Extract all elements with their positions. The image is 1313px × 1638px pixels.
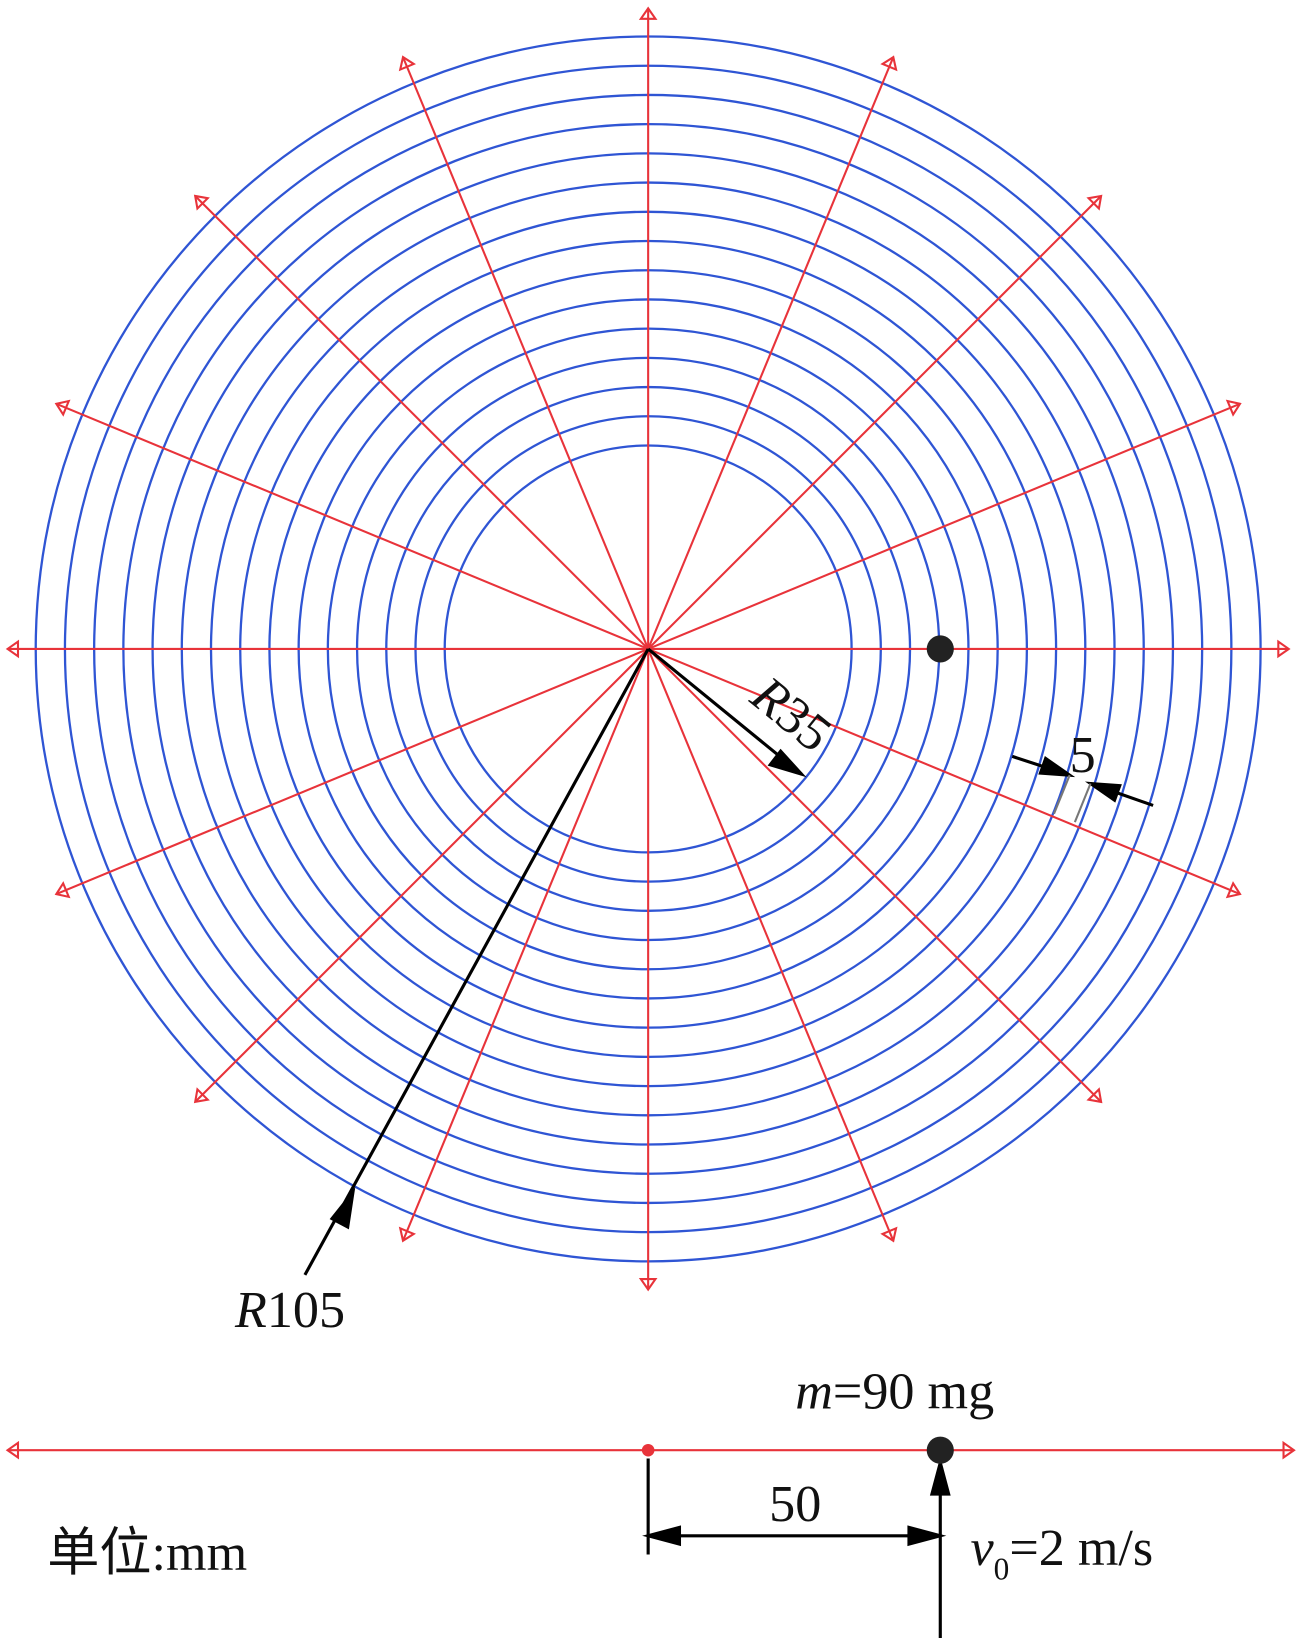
axis-end: [1282, 1440, 1296, 1460]
ray: [55, 647, 649, 896]
arrowhead: [1038, 756, 1076, 778]
axis-end: [5, 1440, 20, 1460]
pitch-label: 5: [1070, 727, 1096, 784]
ray-end: [1225, 881, 1242, 899]
arrowhead: [929, 1456, 951, 1496]
ray-end: [880, 55, 898, 72]
arrowhead: [907, 1525, 947, 1547]
ray: [402, 648, 650, 1242]
r105-label: R105: [234, 1282, 345, 1339]
ray-end: [638, 6, 658, 20]
ray: [194, 195, 649, 650]
arrowhead: [1084, 781, 1122, 803]
ray: [647, 195, 1102, 650]
ray-end: [1277, 639, 1291, 659]
offset-label: 50: [769, 1476, 821, 1533]
r35-leader: [647, 647, 803, 776]
ray-end: [880, 1226, 898, 1243]
unit-label: 单位:mm: [47, 1525, 247, 1582]
ray-end: [398, 1226, 416, 1243]
ray: [647, 648, 895, 1242]
ray-end: [54, 881, 71, 899]
arrowhead: [329, 1186, 356, 1230]
ray-end: [638, 1278, 658, 1292]
ray-end: [54, 399, 71, 417]
ray-end: [398, 55, 416, 72]
r105-leader: [303, 648, 650, 1276]
ray: [402, 56, 650, 650]
ray-end: [5, 639, 20, 659]
arrowhead: [642, 1525, 682, 1547]
ray: [647, 647, 1241, 896]
velocity-label: v0=2 m/s: [971, 1520, 1154, 1587]
ray-end: [1086, 1087, 1103, 1104]
pitch-extension: [1073, 783, 1092, 823]
arrowhead: [767, 748, 807, 778]
ray-end: [1086, 194, 1103, 211]
mass-label: m=90 mg: [795, 1363, 994, 1420]
particle: [926, 1436, 954, 1464]
ray: [194, 648, 649, 1103]
particle: [926, 635, 954, 663]
ray: [647, 402, 1241, 650]
ray-end: [1225, 399, 1242, 417]
ray-end: [193, 1087, 210, 1104]
annotations: [303, 647, 1154, 1638]
ray-end: [193, 194, 210, 211]
ray: [647, 56, 895, 650]
ray: [55, 402, 649, 650]
pitch-extension: [1053, 774, 1071, 815]
radial-lines: [5, 6, 1291, 1292]
center-point: [641, 1443, 655, 1457]
ray: [647, 648, 1102, 1103]
